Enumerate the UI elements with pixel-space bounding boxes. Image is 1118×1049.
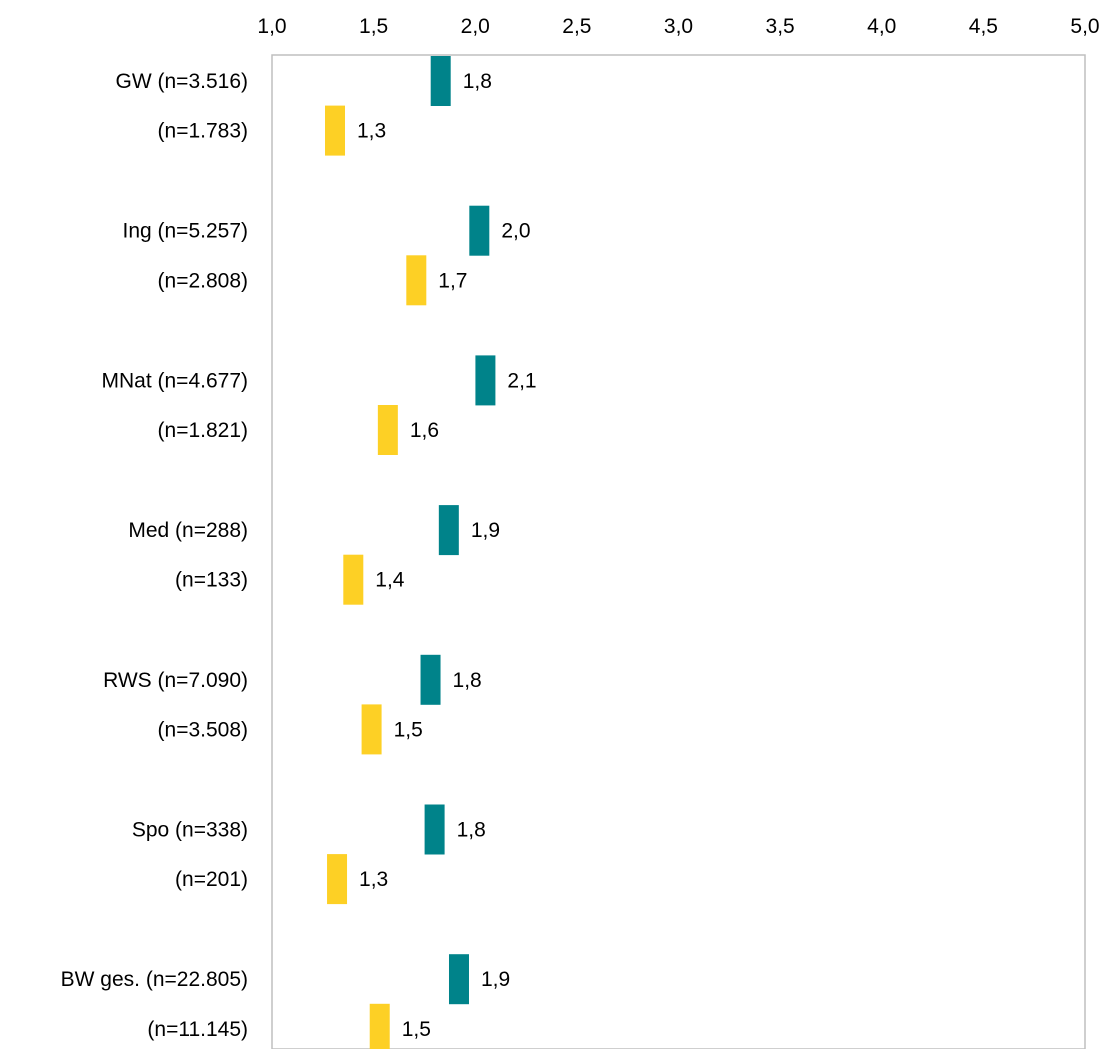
- x-tick-label: 4,5: [969, 15, 998, 38]
- yellow-value-marker: [369, 1003, 390, 1049]
- x-tick-label: 2,0: [461, 15, 490, 38]
- teal-value-marker: [475, 355, 496, 406]
- data-label: 2,0: [501, 220, 530, 243]
- yellow-value-marker: [361, 704, 382, 755]
- data-label: 1,5: [394, 718, 423, 741]
- category-label: BW ges. (n=22.805): [61, 968, 248, 991]
- category-label: (n=201): [175, 868, 248, 891]
- x-tick-label: 1,5: [359, 15, 388, 38]
- category-label: (n=1.821): [158, 419, 248, 442]
- teal-value-marker: [438, 505, 459, 556]
- teal-value-marker: [448, 954, 469, 1005]
- x-tick-label: 1,0: [257, 15, 286, 38]
- x-tick-label: 4,0: [867, 15, 896, 38]
- category-label: Ing (n=5.257): [122, 220, 248, 243]
- x-tick-label: 3,0: [664, 15, 693, 38]
- category-label: Med (n=288): [128, 519, 248, 542]
- category-label: RWS (n=7.090): [103, 669, 248, 692]
- teal-value-marker: [430, 56, 451, 106]
- category-label: (n=11.145): [147, 1018, 248, 1041]
- teal-value-marker: [469, 205, 490, 256]
- data-label: 2,1: [507, 369, 536, 392]
- category-label: (n=3.508): [158, 718, 248, 741]
- category-label: (n=1.783): [158, 120, 248, 143]
- category-label: (n=133): [175, 569, 248, 592]
- data-label: 1,6: [410, 419, 439, 442]
- yellow-value-marker: [377, 405, 398, 455]
- data-label: 1,8: [457, 819, 486, 842]
- data-label: 1,7: [438, 269, 467, 292]
- x-tick-label: 2,5: [562, 15, 591, 38]
- data-label: 1,3: [359, 868, 388, 891]
- category-label: Spo (n=338): [132, 819, 248, 842]
- yellow-value-marker: [327, 854, 348, 905]
- x-tick-label: 5,0: [1070, 15, 1099, 38]
- data-label: 1,4: [375, 569, 405, 592]
- category-label: MNat (n=4.677): [102, 369, 249, 392]
- category-label: (n=2.808): [158, 269, 248, 292]
- data-label: 1,3: [357, 120, 386, 143]
- x-tick-label: 3,5: [766, 15, 795, 38]
- chart-rows: GW (n=3.516) 1,8 (n=1.783) 1,3 Ing (n=5.257)…: [61, 56, 537, 1049]
- data-label: 1,8: [453, 669, 482, 692]
- x-axis-ticks: 1,0 1,5 2,0 2,5 3,0 3,5 4,0 4,5 5,0: [257, 15, 1099, 38]
- yellow-value-marker: [343, 554, 364, 605]
- plot-frame: [271, 54, 1086, 1049]
- yellow-value-marker: [406, 255, 427, 306]
- teal-value-marker: [424, 804, 445, 855]
- data-label: 1,9: [481, 968, 510, 991]
- category-label: GW (n=3.516): [116, 70, 248, 93]
- teal-value-marker: [420, 654, 441, 705]
- data-label: 1,9: [471, 519, 500, 542]
- data-label: 1,8: [463, 70, 492, 93]
- yellow-value-marker: [325, 105, 346, 156]
- data-label: 1,5: [402, 1018, 431, 1041]
